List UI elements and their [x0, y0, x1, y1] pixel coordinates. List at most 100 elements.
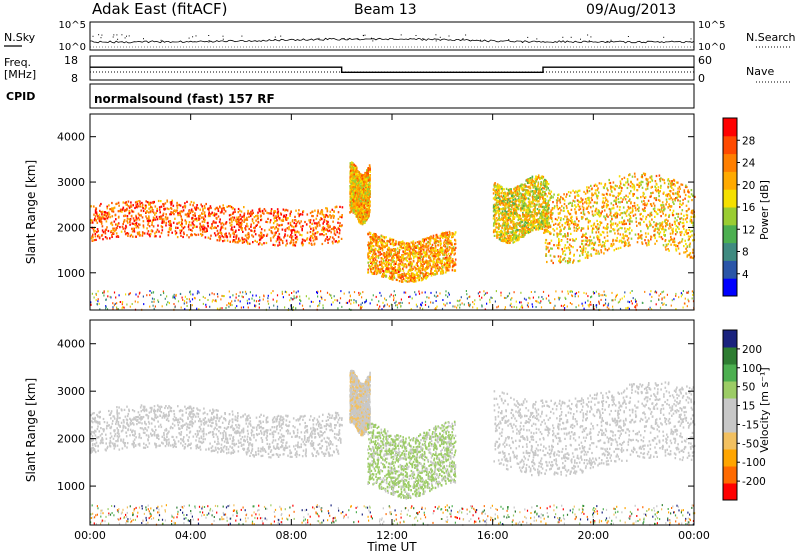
echo-cell: [332, 209, 334, 211]
echo-cell: [381, 262, 383, 264]
echo-cell: [388, 247, 390, 249]
echo-cell: [356, 216, 358, 218]
echo-cell: [455, 270, 457, 272]
echo-cell: [161, 232, 163, 234]
echo-cell: [186, 234, 188, 236]
echo-cell: [92, 236, 94, 238]
echo-cell: [200, 204, 202, 206]
echo-cell: [215, 227, 217, 229]
echo-cell: [342, 206, 344, 208]
echo-cell: [310, 228, 312, 230]
echo-cell: [99, 214, 101, 216]
echo-cell: [385, 276, 387, 278]
echo-cell: [317, 215, 319, 217]
echo-cell: [273, 214, 275, 216]
echo-cell: [104, 218, 106, 220]
nsky-spike: [241, 36, 242, 37]
echo-cell: [442, 237, 444, 239]
echo-cell: [234, 211, 236, 213]
echo-cell: [92, 234, 94, 236]
echo-cell: [278, 224, 280, 226]
echo-cell: [494, 235, 496, 237]
echo-cell: [367, 269, 369, 271]
echo-cell: [385, 242, 387, 244]
echo-cell: [191, 230, 193, 232]
nsky-spike: [121, 34, 122, 35]
echo-cell: [422, 259, 424, 261]
echo-cell: [321, 212, 323, 214]
echo-cell: [143, 224, 145, 226]
echo-cell: [402, 255, 404, 257]
echo-cell: [353, 164, 355, 166]
echo-cell: [364, 211, 366, 213]
site-title: Adak East (fitACF): [92, 0, 227, 18]
echo-cell: [423, 276, 425, 278]
echo-cell: [108, 230, 110, 232]
echo-cell: [325, 214, 327, 216]
echo-cell: [541, 188, 543, 190]
echo-cell: [357, 187, 359, 189]
echo-cell: [386, 240, 388, 242]
echo-cell: [506, 211, 508, 213]
echo-cell: [140, 215, 142, 217]
echo-cell: [412, 279, 414, 281]
echo-cell: [154, 214, 156, 216]
echo-cell: [399, 263, 401, 265]
echo-cell: [327, 210, 329, 212]
echo-cell: [241, 216, 243, 218]
echo-cell: [231, 219, 233, 221]
echo-cell: [138, 217, 140, 219]
echo-cell: [339, 232, 341, 234]
echo-cell: [409, 277, 411, 279]
echo-cell: [519, 236, 521, 238]
echo-cell: [313, 233, 315, 235]
echo-cell: [363, 184, 365, 186]
echo-cell: [99, 210, 101, 212]
echo-cell: [446, 234, 448, 236]
echo-cell: [438, 251, 440, 253]
echo-cell: [365, 176, 367, 178]
echo-cell: [375, 265, 377, 267]
echo-cell: [341, 238, 343, 240]
echo-cell: [522, 213, 524, 215]
echo-cell: [113, 228, 115, 230]
echo-cell: [96, 212, 98, 214]
echo-cell: [527, 186, 529, 188]
echo-cell: [442, 270, 444, 272]
echo-cell: [418, 251, 420, 253]
echo-cell: [351, 193, 353, 195]
echo-cell: [502, 223, 504, 225]
nsky-spike: [435, 34, 436, 35]
echo-cell: [126, 203, 128, 205]
echo-cell: [231, 226, 233, 228]
echo-cell: [126, 220, 128, 222]
echo-cell: [351, 187, 353, 189]
echo-cell: [194, 226, 196, 228]
echo-cell: [170, 204, 172, 206]
echo-cell: [355, 165, 357, 167]
echo-cell: [446, 249, 448, 251]
echo-cell: [446, 240, 448, 242]
echo-cell: [404, 245, 406, 247]
echo-cell: [257, 217, 259, 219]
echo-cell: [137, 203, 139, 205]
nsky-spike: [562, 37, 563, 38]
echo-cell: [432, 266, 434, 268]
echo-cell: [161, 206, 163, 208]
nsky-spike: [348, 39, 349, 40]
echo-cell: [425, 243, 427, 245]
echo-cell: [322, 227, 324, 229]
echo-cell: [148, 203, 150, 205]
echo-cell: [362, 199, 364, 201]
echo-cell: [279, 241, 281, 243]
echo-cell: [439, 237, 441, 239]
echo-cell: [356, 212, 358, 214]
echo-cell: [434, 266, 436, 268]
echo-cell: [251, 234, 253, 236]
echo-cell: [142, 235, 144, 237]
echo-cell: [243, 215, 245, 217]
nsky-spike: [463, 38, 464, 39]
echo-cell: [296, 231, 298, 233]
echo-cell: [148, 220, 150, 222]
echo-cell: [399, 241, 401, 243]
